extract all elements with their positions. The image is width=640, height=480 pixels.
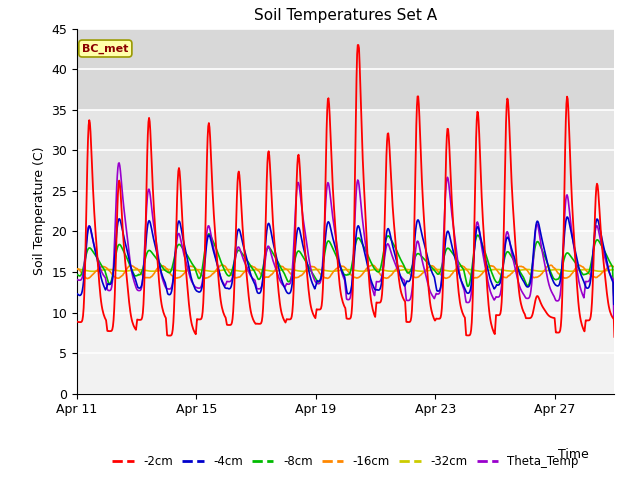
Text: BC_met: BC_met: [82, 43, 129, 54]
Legend: -2cm, -4cm, -8cm, -16cm, -32cm, Theta_Temp: -2cm, -4cm, -8cm, -16cm, -32cm, Theta_Te…: [108, 451, 584, 473]
Text: Time: Time: [558, 448, 589, 461]
Bar: [77, 29, 614, 110]
Y-axis label: Soil Temperature (C): Soil Temperature (C): [33, 147, 45, 276]
Bar: [77, 110, 614, 191]
Title: Soil Temperatures Set A: Soil Temperatures Set A: [254, 9, 437, 24]
